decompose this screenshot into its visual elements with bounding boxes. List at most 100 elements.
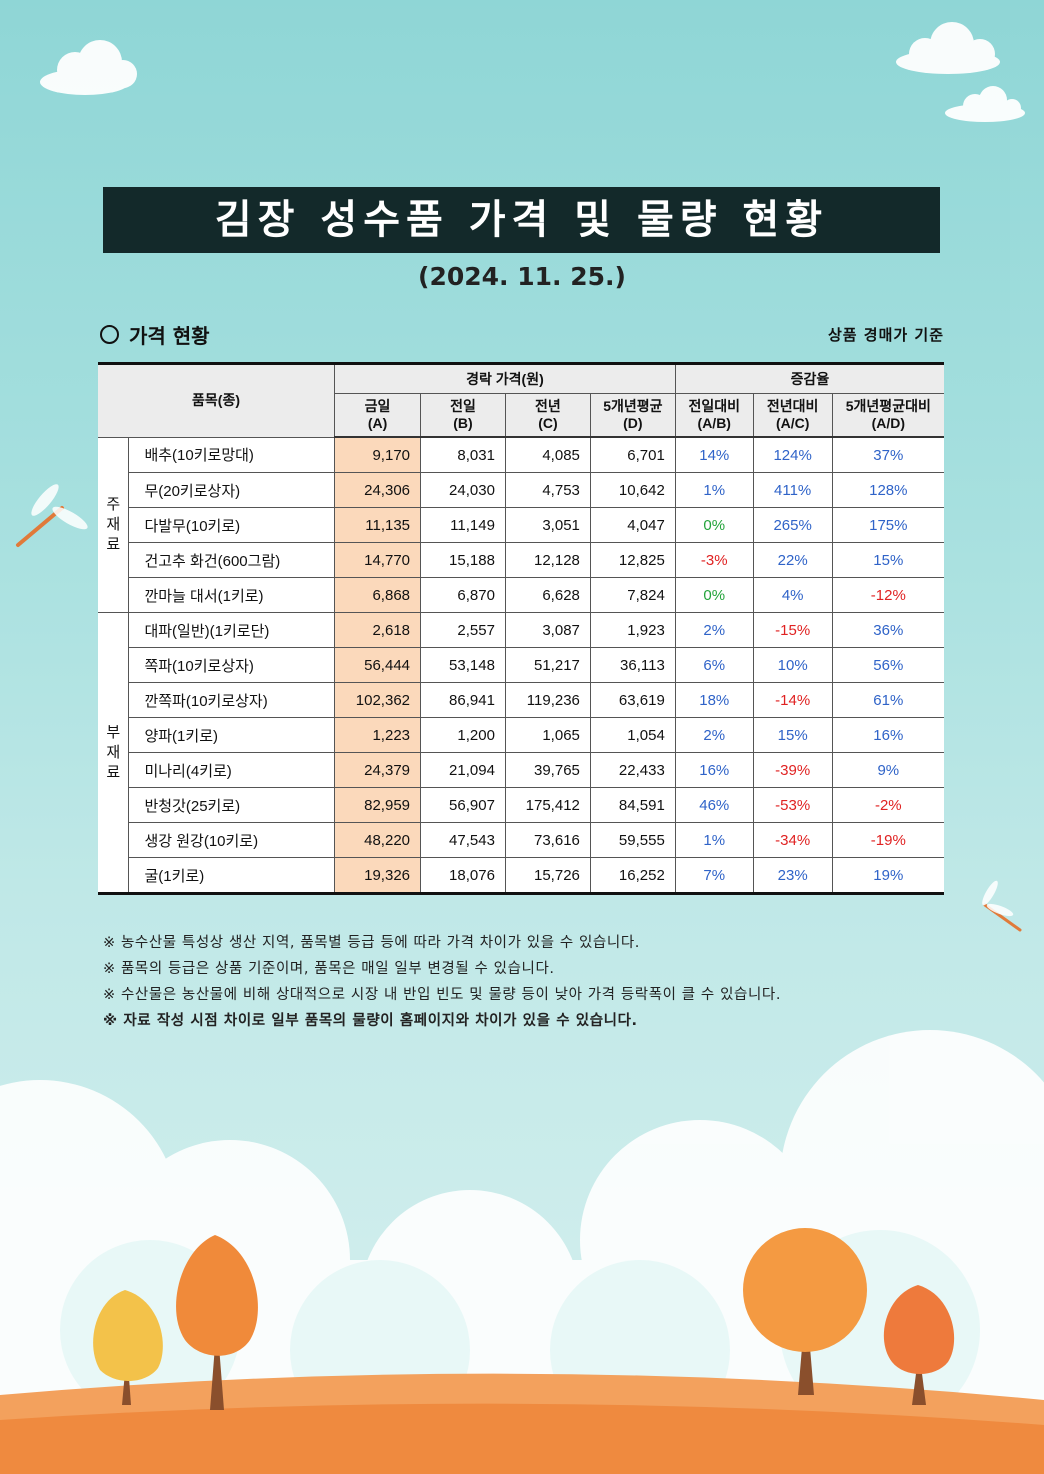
price-prev-year: 4,085 [504,436,591,473]
table-row: 쪽파(10키로상자) 56,444 53,148 51,217 36,113 6% 10% 5… [98,647,944,683]
rate-vs-5yr-avg: 61% [831,682,944,718]
item-name: 반청갓(25키로) [128,787,336,823]
price-today: 48,220 [334,822,422,858]
price-prev-year: 175,412 [504,787,591,823]
price-prev-day: 53,148 [420,647,506,683]
price-prev-day: 6,870 [420,577,506,613]
rate-vs-prev-day: 7% [674,857,754,894]
table-row: 건고추 화건(600그람) 14,770 15,188 12,128 12,825 -3%… [98,542,944,578]
rate-vs-prev-day: 14% [674,436,754,473]
table-row: 굴(1키로) 19,326 18,076 15,726 16,252 7% 23% 19% [98,857,944,894]
rate-vs-prev-day: 18% [674,682,754,718]
rate-vs-5yr-avg: 36% [831,612,944,648]
table-row: 양파(1키로) 1,223 1,200 1,065 1,054 2% 15% 16% [98,717,944,753]
col-header-prev-day: 전일 (B) [420,393,506,438]
rate-vs-prev-year: 265% [752,507,833,543]
cloud-icon [896,22,1000,74]
footnote: ※ 수산물은 농산물에 비해 상대적으로 시장 내 반입 빈도 및 물량 등이 … [103,987,782,1003]
rate-vs-prev-day: -3% [674,542,754,578]
rate-vs-prev-day: 16% [674,752,754,788]
price-prev-year: 119,236 [504,682,591,718]
col-header-prev-year: 전년 (C) [504,393,591,438]
price-prev-year: 3,087 [504,612,591,648]
dragonfly-icon [16,484,88,547]
tree-icon [176,1235,258,1410]
price-basis-note: 상품 경매가 기준 [827,326,944,344]
price-prev-day: 1,200 [420,717,506,753]
rate-vs-prev-year: -39% [752,752,833,788]
rate-vs-prev-day: 1% [674,822,754,858]
item-name: 배추(10키로망대) [128,436,336,473]
table-row: 반청갓(25키로) 82,959 56,907 175,412 84,591 46% -53… [98,787,944,823]
rate-vs-prev-day: 6% [674,647,754,683]
table-row: 깐쪽파(10키로상자) 102,362 86,941 119,236 63,619 18%… [98,682,944,718]
table-row: 주 재 료 배추(10키로망대) 9,170 8,031 4,085 6,701 14% 124%… [98,436,944,613]
tree-icon [743,1228,867,1395]
footnote-emphasis: ※ 자료 작성 시점 차이로 일부 품목의 물량이 홈페이지와 차이가 있을 수… [103,1013,638,1029]
price-group-header: 경락 가격(원) [334,363,676,394]
price-table-body: 주 재 료 배추(10키로망대) 9,170 8,031 4,085 6,701 14% 124%… [98,436,944,894]
table-row: 미나리(4키로) 24,379 21,094 39,765 22,433 16% -39% 9… [98,752,944,788]
price-prev-year: 3,051 [504,507,591,543]
price-today: 24,379 [334,752,422,788]
page-title: 김장 성수품 가격 및 물량 현황 [103,187,940,253]
price-5yr-avg: 6,701 [589,436,676,473]
rate-vs-prev-year: 23% [752,857,833,894]
rate-vs-prev-year: -15% [752,612,833,648]
price-today: 82,959 [334,787,422,823]
price-table: 품목(종) 경락 가격(원) 증감율 금일 (A) 전일 (B) 전년 (C) 5개년… [98,362,944,895]
price-today: 2,618 [334,612,422,648]
price-prev-day: 11,149 [420,507,506,543]
item-name: 양파(1키로) [128,717,336,753]
price-today: 102,362 [334,682,422,718]
item-name: 깐쪽파(10키로상자) [128,682,336,718]
price-5yr-avg: 22,433 [589,752,676,788]
item-name: 쪽파(10키로상자) [128,647,336,683]
rate-vs-prev-year: -53% [752,787,833,823]
price-today: 56,444 [334,647,422,683]
rate-vs-5yr-avg: -12% [831,577,944,613]
dragonfly-icon [982,880,1022,932]
price-prev-year: 12,128 [504,542,591,578]
price-5yr-avg: 4,047 [589,507,676,543]
rate-vs-prev-year: -34% [752,822,833,858]
rate-vs-prev-day: 2% [674,717,754,753]
price-prev-year: 51,217 [504,647,591,683]
rate-vs-prev-day: 0% [674,507,754,543]
price-prev-day: 2,557 [420,612,506,648]
table-row: 생강 원강(10키로) 48,220 47,543 73,616 59,555 1% -34… [98,822,944,858]
rate-vs-prev-year: 15% [752,717,833,753]
table-row: 다발무(10키로) 11,135 11,149 3,051 4,047 0% 265% 175… [98,507,944,543]
rate-vs-5yr-avg: 56% [831,647,944,683]
item-name: 깐마늘 대서(1키로) [128,577,336,613]
item-name: 다발무(10키로) [128,507,336,543]
col-header-5yr-avg: 5개년평균 (D) [589,393,676,438]
rate-vs-prev-year: 124% [752,436,833,473]
price-5yr-avg: 1,054 [589,717,676,753]
section-title-label: 가격 현황 [129,324,210,348]
price-today: 19,326 [334,857,422,894]
price-prev-day: 21,094 [420,752,506,788]
price-today: 11,135 [334,507,422,543]
price-5yr-avg: 10,642 [589,472,676,508]
col-header-today: 금일 (A) [334,393,422,438]
price-5yr-avg: 36,113 [589,647,676,683]
rate-vs-5yr-avg: -2% [831,787,944,823]
rate-vs-prev-day: 2% [674,612,754,648]
item-header: 품목(종) [98,363,336,438]
price-today: 6,868 [334,577,422,613]
price-5yr-avg: 7,824 [589,577,676,613]
footnote: ※ 농수산물 특성상 생산 지역, 품목별 등급 등에 따라 가격 차이가 있을… [103,935,640,951]
price-today: 9,170 [334,436,422,473]
price-prev-year: 4,753 [504,472,591,508]
col-header-vs-prev-year: 전년대비 (A/C) [752,393,833,438]
price-today: 14,770 [334,542,422,578]
price-5yr-avg: 12,825 [589,542,676,578]
col-header-vs-5yr-avg: 5개년평균대비 (A/D) [831,393,944,438]
price-prev-day: 18,076 [420,857,506,894]
rate-vs-prev-year: 411% [752,472,833,508]
rate-vs-5yr-avg: -19% [831,822,944,858]
tree-icon [883,1285,955,1405]
